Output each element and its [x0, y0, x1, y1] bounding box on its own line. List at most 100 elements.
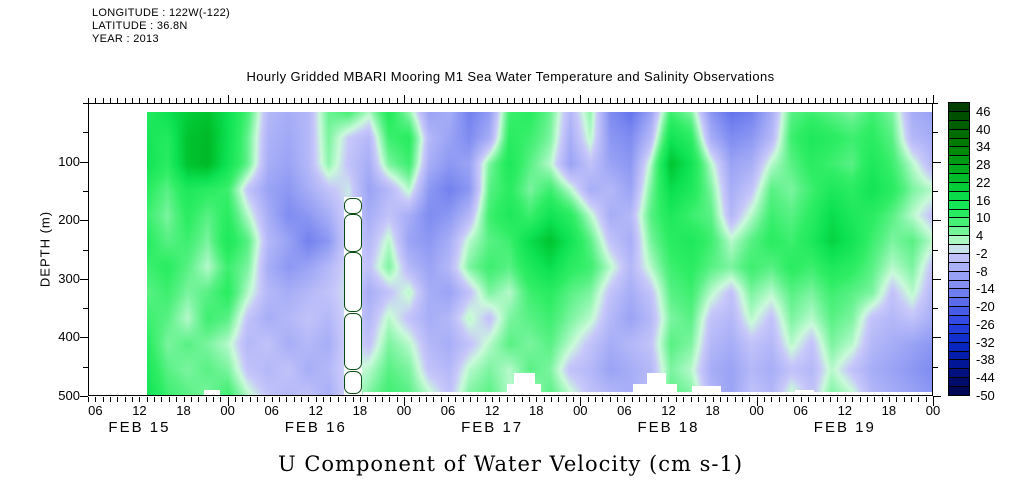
x-tick [675, 397, 677, 402]
x-tick [352, 397, 354, 402]
x-tick [653, 397, 655, 402]
x-tick [822, 397, 824, 402]
x-tick [440, 397, 442, 402]
missing-data-region [692, 386, 721, 396]
x-tick-top [602, 98, 604, 103]
y-tick-right [933, 396, 941, 397]
x-tick [323, 397, 325, 402]
x-tick-top [896, 98, 898, 103]
x-tick [550, 397, 552, 402]
x-tick [359, 397, 361, 402]
x-day-label: FEB 18 [637, 419, 700, 436]
y-tick-right [933, 308, 938, 310]
x-tick [800, 397, 802, 402]
x-tick [639, 397, 641, 402]
x-tick [910, 397, 912, 402]
x-tick [631, 397, 633, 402]
x-tick-top [455, 98, 457, 103]
x-tick-top [95, 98, 97, 103]
x-tick [844, 397, 846, 402]
x-tick-top [462, 98, 464, 103]
x-tick-top [110, 98, 112, 103]
x-tick-top [88, 98, 89, 103]
x-tick-top [293, 98, 295, 103]
x-tick [227, 397, 229, 406]
colorbar-label: 46 [976, 103, 991, 119]
x-tick [176, 397, 178, 402]
y-tick-left [83, 308, 88, 310]
x-tick-top [345, 98, 347, 103]
x-tick-top [800, 98, 802, 103]
x-tick [778, 397, 780, 402]
missing-data-column-segment [344, 371, 362, 394]
x-tick-top [381, 98, 383, 103]
x-tick-top [227, 95, 229, 103]
colorbar-label: 22 [976, 174, 991, 190]
x-tick-top [653, 98, 655, 103]
x-tick [190, 397, 192, 402]
x-tick-top [514, 98, 516, 103]
x-tick-top [822, 98, 824, 103]
x-tick [918, 397, 920, 402]
y-tick-left [83, 132, 88, 134]
y-tick-label: 300 [58, 270, 80, 286]
x-tick-top [771, 98, 773, 103]
x-tick [95, 397, 97, 402]
y-tick-right [933, 249, 938, 251]
y-tick-left [83, 249, 88, 251]
x-tick-top [286, 98, 288, 103]
y-tick-label: 100 [58, 153, 80, 169]
x-tick [242, 397, 244, 402]
x-tick [683, 397, 685, 402]
x-tick-label: 18 [352, 403, 368, 418]
x-tick [345, 397, 347, 402]
x-tick-top [837, 98, 839, 103]
x-tick-label: 06 [793, 403, 808, 418]
x-tick-top [631, 98, 633, 103]
x-tick-top [646, 98, 648, 103]
colorbar-label: 34 [976, 139, 991, 155]
x-tick [374, 397, 376, 402]
x-tick [528, 397, 530, 402]
velocity-heatmap [147, 112, 933, 396]
x-tick-top [830, 98, 832, 103]
x-tick [381, 397, 383, 402]
x-tick-label: 12 [132, 403, 147, 418]
x-tick [925, 397, 927, 402]
y-tick-left [83, 190, 88, 192]
y-tick-left [80, 278, 88, 280]
x-tick [484, 397, 486, 402]
x-tick [933, 397, 934, 406]
missing-data-column-segment [344, 214, 362, 252]
colorbar-label: 4 [976, 228, 984, 244]
x-tick [764, 397, 765, 402]
x-tick-top [918, 98, 920, 103]
x-tick-top [492, 98, 494, 103]
x-day-label: FEB 19 [813, 419, 876, 436]
colorbar-label: -20 [976, 299, 995, 315]
x-tick [852, 397, 854, 402]
y-tick-right [933, 278, 941, 280]
x-tick-top [866, 98, 868, 103]
x-tick-top [521, 98, 523, 103]
x-tick-label: 18 [705, 403, 720, 418]
x-tick-top [719, 98, 721, 103]
plot-frame [88, 103, 933, 396]
y-tick-right [933, 190, 938, 192]
x-tick [205, 397, 207, 402]
x-tick [212, 397, 214, 402]
x-tick-label: 00 [396, 403, 412, 418]
x-tick-top [315, 98, 317, 103]
x-tick [888, 397, 890, 402]
x-tick-top [705, 98, 707, 103]
x-tick-label: 18 [528, 403, 544, 418]
x-tick-top [668, 98, 670, 103]
x-tick-top [418, 98, 420, 103]
x-tick-top [741, 98, 743, 103]
missing-data-region [514, 373, 535, 385]
x-tick-label: 06 [88, 403, 103, 418]
x-tick-label: 00 [573, 403, 588, 418]
x-tick-top [234, 98, 236, 103]
x-tick-top [844, 98, 846, 103]
y-tick-right [933, 161, 941, 163]
